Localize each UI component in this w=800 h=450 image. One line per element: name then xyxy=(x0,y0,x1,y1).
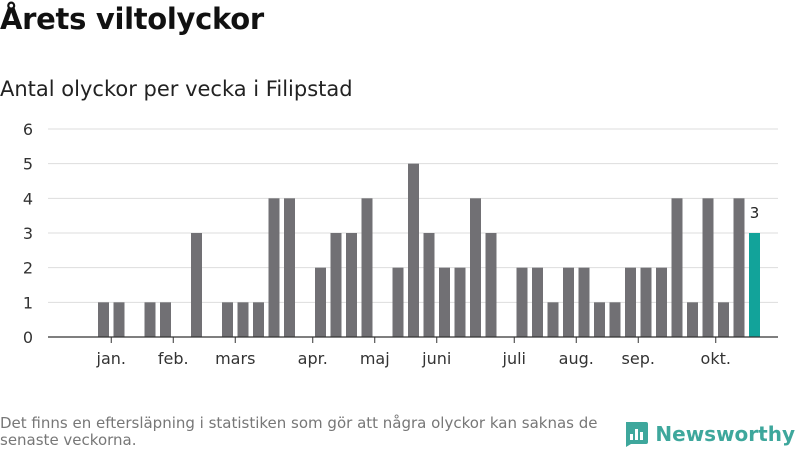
x-tick-label: feb. xyxy=(158,349,189,368)
bar xyxy=(439,267,450,337)
bar-data-label: 3 xyxy=(750,204,760,222)
y-axis-ticks: 0 1 2 3 4 5 6 xyxy=(23,120,33,347)
bar xyxy=(315,267,326,337)
footnote: Det finns en eftersläpning i statistiken… xyxy=(0,414,598,449)
newsworthy-logo-icon xyxy=(626,422,649,447)
bar xyxy=(578,267,590,337)
bar-chart: 0 1 2 3 4 5 6 3 jan. feb. mars apr. maj juni juli aug… xyxy=(23,120,778,368)
bar xyxy=(423,233,435,337)
bar xyxy=(144,302,156,337)
x-tick-label: mars xyxy=(215,349,255,368)
bar xyxy=(563,267,574,337)
bar xyxy=(733,198,745,337)
brand-name: Newsworthy xyxy=(655,422,795,446)
bar xyxy=(532,267,543,337)
x-tick-label: sep. xyxy=(622,349,655,368)
bar xyxy=(470,198,481,337)
y-tick-label: 5 xyxy=(23,155,33,174)
bar xyxy=(284,198,295,337)
x-tick-label: juli xyxy=(502,349,526,368)
bar-highlighted xyxy=(749,233,760,337)
bar xyxy=(671,198,683,337)
bar xyxy=(687,302,698,337)
x-tick-label: apr. xyxy=(298,349,328,368)
bars: 3 xyxy=(98,163,760,337)
bar xyxy=(361,198,373,337)
x-tick-label: aug. xyxy=(559,349,594,368)
bar xyxy=(594,302,605,337)
bar xyxy=(268,198,280,337)
y-tick-label: 0 xyxy=(23,328,33,347)
chart-subtitle: Antal olyckor per vecka i Filipstad xyxy=(0,77,353,101)
bar xyxy=(113,302,125,337)
x-axis-ticks: jan. feb. mars apr. maj juni juli aug. sep. okt. xyxy=(96,337,731,368)
bar xyxy=(98,302,109,337)
y-tick-label: 2 xyxy=(23,259,33,278)
bar xyxy=(454,267,466,337)
bar xyxy=(702,198,714,337)
y-tick-label: 3 xyxy=(23,224,33,243)
bar xyxy=(222,302,233,337)
y-tick-label: 1 xyxy=(23,293,33,312)
bar xyxy=(547,302,559,337)
y-tick-label: 4 xyxy=(23,189,33,208)
x-tick-label: juni xyxy=(421,349,451,368)
x-tick-label: jan. xyxy=(96,349,126,368)
x-tick-label: okt. xyxy=(701,349,731,368)
bar xyxy=(330,233,342,337)
bar xyxy=(253,302,264,337)
brand: Newsworthy xyxy=(623,420,795,448)
chart-title: Årets viltolyckor xyxy=(0,2,264,36)
bar xyxy=(656,267,667,337)
bar xyxy=(392,267,404,337)
bar xyxy=(640,267,652,337)
bar xyxy=(346,233,357,337)
bar xyxy=(718,302,729,337)
bar xyxy=(237,302,249,337)
bar xyxy=(160,302,171,337)
bar xyxy=(485,233,497,337)
bar xyxy=(609,302,621,337)
bar xyxy=(516,267,528,337)
bar xyxy=(408,163,419,337)
x-tick-label: maj xyxy=(360,349,390,368)
y-tick-label: 6 xyxy=(23,120,33,139)
bar xyxy=(625,267,636,337)
bar xyxy=(191,233,202,337)
